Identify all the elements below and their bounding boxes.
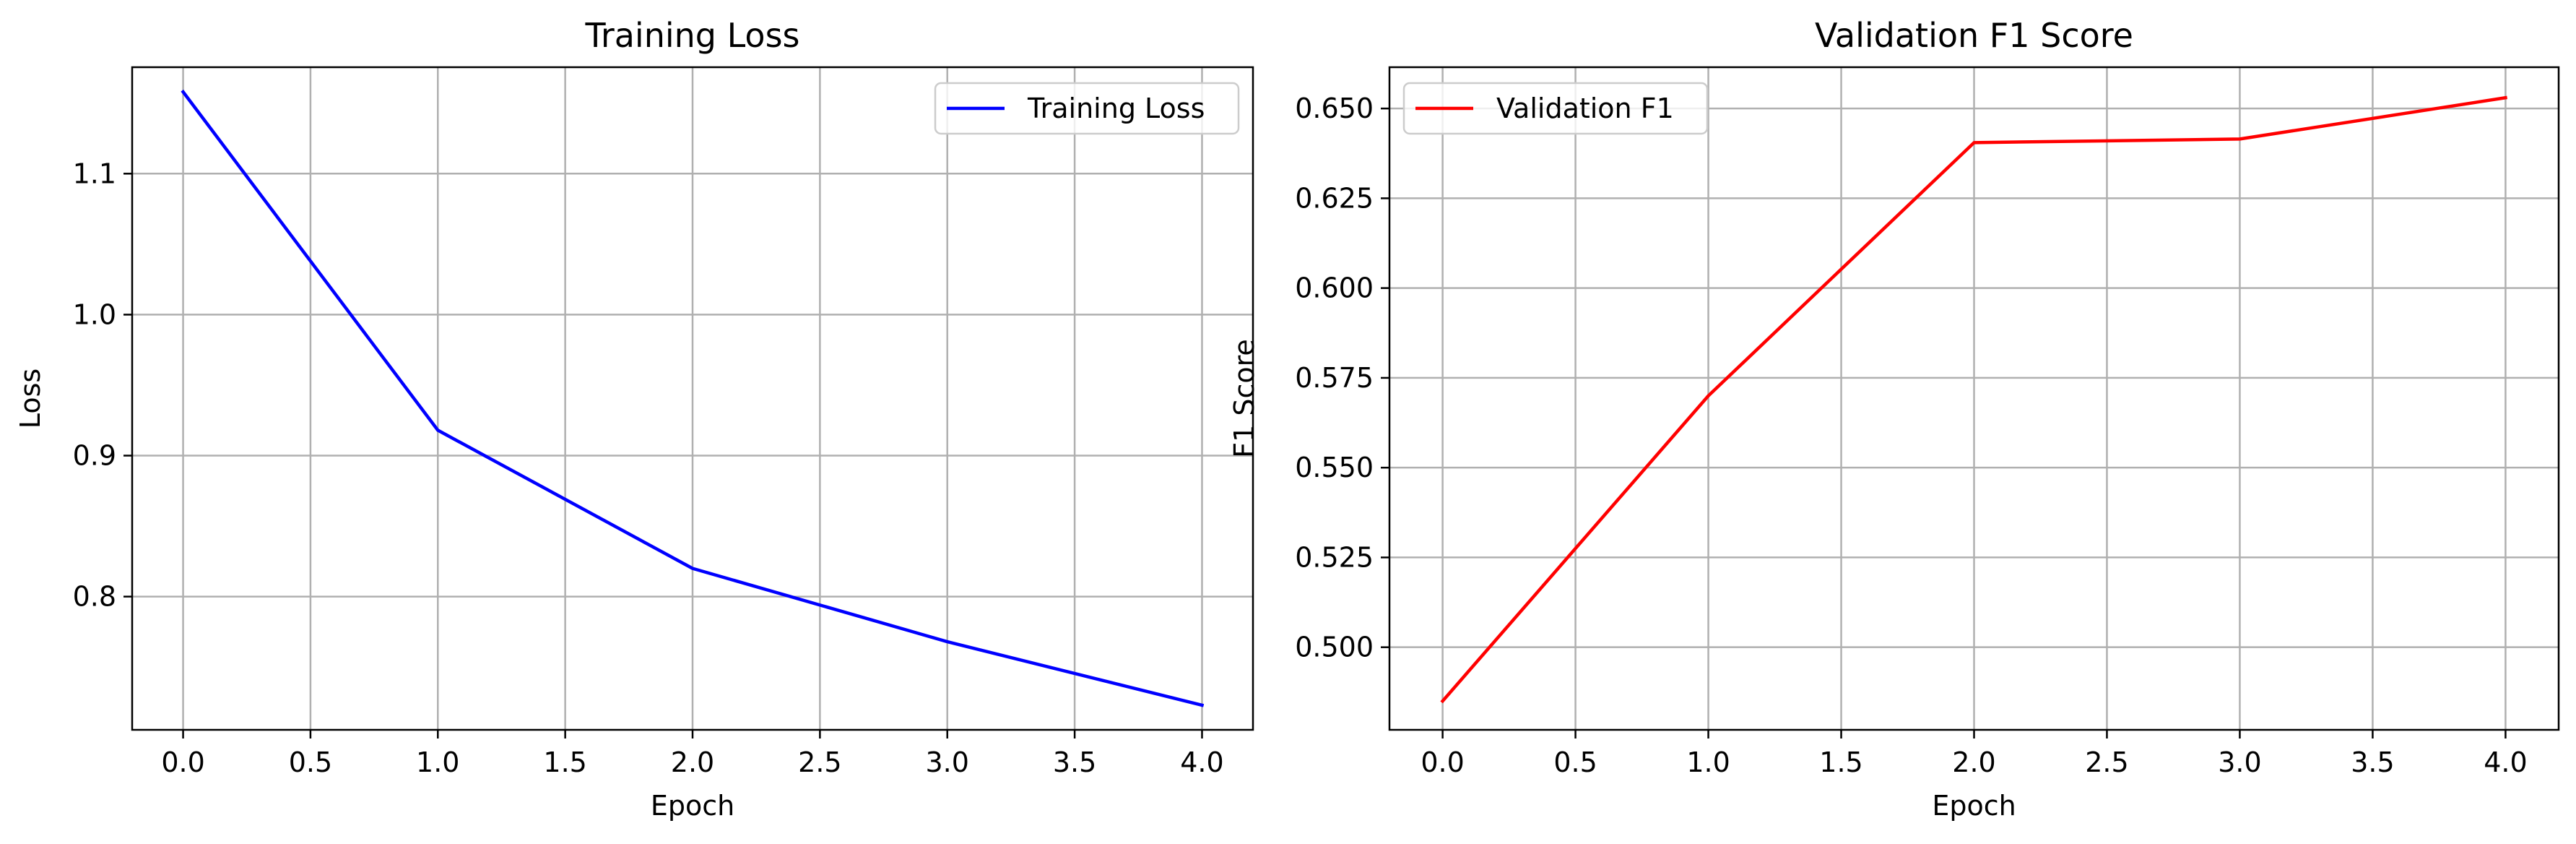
x-tick-label: 2.0 <box>1952 746 1995 778</box>
y-axis-label: Loss <box>14 369 46 429</box>
x-tick-label: 3.5 <box>1053 746 1096 778</box>
y-tick-label: 0.575 <box>1295 362 1374 394</box>
x-tick-label: 3.0 <box>926 746 969 778</box>
y-tick-label: 0.650 <box>1295 92 1374 124</box>
series-line-1 <box>181 89 1205 707</box>
chart-title: Validation F1 Score <box>1815 16 2133 55</box>
x-tick-label: 3.5 <box>2351 746 2394 778</box>
y-tick-label: 0.550 <box>1295 452 1374 483</box>
legend-label: Training Loss <box>1027 92 1205 124</box>
x-tick-label: 4.0 <box>1180 746 1223 778</box>
y-tick-label: 0.600 <box>1295 272 1374 304</box>
chart-panel-1: 0.0 0.5 1.0 1.5 2.0 2.5 3.0 3.5 4.0 0.8 0.9 1.0 1.1 T… <box>14 16 1254 822</box>
x-tick-label: 2.0 <box>671 746 714 778</box>
chart-panel-2: 0.0 0.5 1.0 1.5 2.0 2.5 3.0 3.5 4.0 0.500 0.525 0.5… <box>1228 16 2560 822</box>
x-tick-label: 1.0 <box>1686 746 1730 778</box>
x-tick-label: 0.0 <box>1421 746 1464 778</box>
x-tick-label: 2.5 <box>798 746 841 778</box>
x-axis-label: Epoch <box>651 790 734 822</box>
y-tick-label: 0.500 <box>1295 632 1374 663</box>
x-tick-label: 0.5 <box>289 746 332 778</box>
y-tick-label: 1.0 <box>73 298 116 330</box>
legend-box <box>934 82 1240 135</box>
x-tick-label: 1.5 <box>1819 746 1862 778</box>
y-tick-label: 0.625 <box>1295 182 1374 214</box>
x-tick-label: 0.5 <box>1553 746 1597 778</box>
legend-label: Validation F1 <box>1496 92 1674 124</box>
y-tick-label: 0.9 <box>73 440 116 472</box>
x-tick-label: 1.5 <box>543 746 586 778</box>
x-tick-label: 4.0 <box>2484 746 2527 778</box>
legend-box <box>1402 82 1709 135</box>
y-tick-label: 0.8 <box>73 581 116 613</box>
x-tick-label: 1.0 <box>416 746 459 778</box>
y-tick-label: 0.525 <box>1295 541 1374 573</box>
y-axis-label: F1 Score <box>1228 339 1260 458</box>
chart-title: Training Loss <box>584 16 799 55</box>
legend: Validation F1 <box>1402 82 1709 135</box>
x-axis-label: Epoch <box>1932 790 2016 822</box>
x-tick-label: 2.5 <box>2085 746 2128 778</box>
series-line-1 <box>1440 95 2507 704</box>
x-tick-label: 3.0 <box>2218 746 2261 778</box>
legend: Training Loss <box>934 82 1240 135</box>
x-tick-label: 0.0 <box>161 746 204 778</box>
y-tick-label: 1.1 <box>73 158 116 189</box>
